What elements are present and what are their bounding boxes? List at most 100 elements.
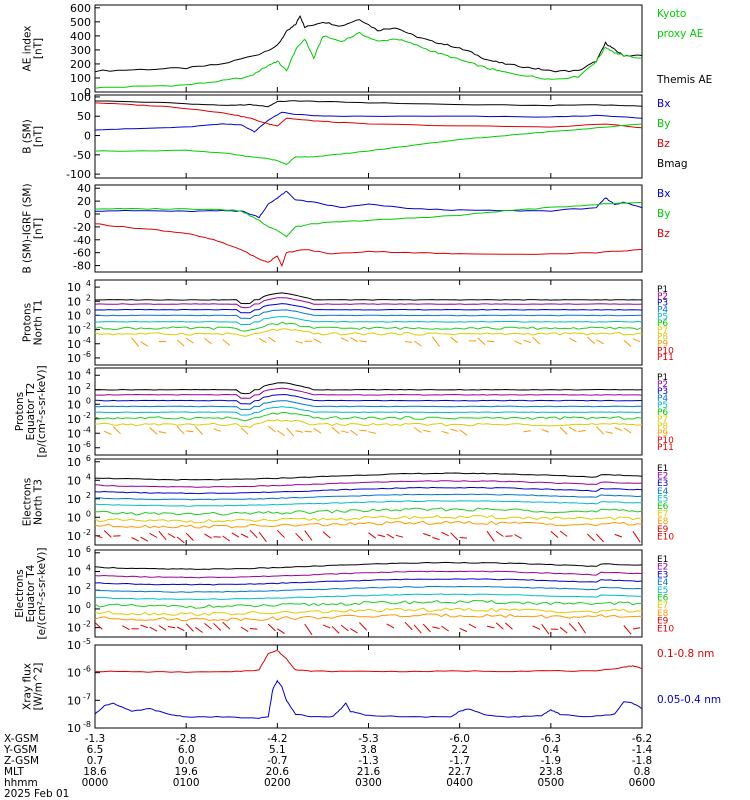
y-tick-label: 10 bbox=[67, 324, 81, 337]
panel-frame-6 bbox=[94, 549, 643, 638]
y-tick-label: 10 bbox=[67, 566, 81, 579]
y-tick-label: 10 bbox=[67, 530, 81, 543]
legend-entry: E3 bbox=[657, 479, 668, 489]
x-tick-label-y: 2.2 bbox=[451, 744, 468, 756]
y-tick-label: -100 bbox=[66, 168, 91, 181]
flux-line-p2 bbox=[94, 297, 643, 309]
y-tick-label: 0 bbox=[84, 86, 91, 99]
legend-entry: P6 bbox=[657, 408, 668, 418]
flux-line-e5 bbox=[94, 500, 643, 507]
legend-entry: E8 bbox=[657, 609, 669, 619]
legend-entry: P9 bbox=[657, 429, 668, 439]
flux-line-e6 bbox=[94, 599, 643, 609]
y-tick-label: 10 bbox=[67, 584, 81, 597]
x-tick-label-x: -2.8 bbox=[176, 733, 197, 745]
y-axis-title: [nT] bbox=[33, 126, 45, 147]
x-row-label: Y-GSM bbox=[3, 744, 37, 756]
x-row-label: MLT bbox=[4, 766, 24, 778]
y-tick-exponent: -6 bbox=[83, 440, 91, 449]
panel-frame-2 bbox=[94, 184, 643, 273]
x-tick-label-z: -0.7 bbox=[267, 755, 288, 767]
y-tick-label: 10 bbox=[67, 603, 81, 616]
y-tick-exponent: -6 bbox=[83, 665, 91, 674]
legend-entry: Themis AE bbox=[656, 74, 712, 86]
legend-entry: P10 bbox=[657, 346, 674, 356]
x-tick-label-z: -1.8 bbox=[632, 755, 653, 767]
y-tick-label: 10 bbox=[67, 281, 81, 294]
y-tick-exponent: -6 bbox=[83, 350, 91, 359]
x-tick-label-y: 0.4 bbox=[542, 744, 559, 756]
legend-entry: P8 bbox=[657, 333, 668, 343]
y-axis-title: Protons bbox=[22, 303, 34, 342]
flux-line-e3 bbox=[94, 486, 643, 495]
flux-line-p3 bbox=[94, 394, 643, 405]
y-axis-title: [nT] bbox=[33, 218, 45, 239]
y-axis-title: Protons bbox=[14, 392, 26, 431]
flux-line-p1 bbox=[94, 382, 643, 395]
legend-entry: Kyoto bbox=[657, 8, 686, 20]
x-tick-label-y: 6.0 bbox=[178, 744, 195, 756]
x-tick-label-hhmm: 0200 bbox=[264, 777, 291, 789]
y-tick-exponent: -8 bbox=[83, 720, 91, 729]
y-axis-title: B (SM) bbox=[22, 119, 34, 153]
y-tick-label: 10 bbox=[67, 384, 81, 397]
y-tick-label: 10 bbox=[67, 622, 81, 635]
y-axis-title: [nT] bbox=[33, 38, 45, 59]
flux-line-e8 bbox=[94, 613, 642, 622]
y-tick-exponent: -4 bbox=[83, 336, 91, 345]
x-tick-label-z: 0.0 bbox=[178, 755, 195, 767]
x-tick-label-z: -1.7 bbox=[449, 755, 470, 767]
y-axis-title: Equator T4 bbox=[25, 564, 37, 622]
legend-entry: P8 bbox=[657, 422, 668, 432]
y-tick-label: 10 bbox=[67, 667, 81, 680]
x-tick-label-x: -6.2 bbox=[632, 733, 653, 745]
legend-entry: P7 bbox=[657, 326, 668, 336]
x-tick-label-y: 5.1 bbox=[269, 744, 286, 756]
legend-entry: E3 bbox=[657, 570, 668, 580]
x-tick-label-x: -6.3 bbox=[541, 733, 562, 745]
series-line-by bbox=[94, 201, 643, 238]
legend-entry: E6 bbox=[657, 502, 669, 512]
panel-frame-4 bbox=[94, 367, 643, 456]
legend-entry: P4 bbox=[657, 394, 668, 404]
y-tick-label: 10 bbox=[67, 442, 81, 455]
y-tick-label: 400 bbox=[70, 30, 91, 43]
y-tick-label: 10 bbox=[67, 427, 81, 440]
flux-line-p7 bbox=[94, 419, 643, 428]
y-tick-exponent: -5 bbox=[83, 637, 91, 646]
legend-entry: P2 bbox=[657, 380, 668, 390]
series-line-bz bbox=[95, 223, 643, 268]
legend-entry: P5 bbox=[657, 401, 668, 411]
x-tick-label-z: 0.7 bbox=[87, 755, 104, 767]
y-tick-label: 500 bbox=[70, 16, 91, 29]
series-line-kyoto-proxy-ae bbox=[94, 31, 643, 89]
legend-entry: E2 bbox=[657, 563, 668, 573]
y-tick-exponent: -4 bbox=[83, 425, 91, 434]
legend-entry: P11 bbox=[657, 443, 674, 453]
x-tick-label-hhmm: 0100 bbox=[173, 777, 200, 789]
series-line-bx bbox=[94, 111, 643, 133]
y-tick-label: 0 bbox=[84, 208, 91, 221]
legend-entry: P3 bbox=[657, 387, 668, 397]
flux-line-e2 bbox=[94, 570, 643, 579]
legend-entry: 0.1-0.8 nm bbox=[657, 648, 714, 660]
y-tick-label: 0 bbox=[84, 130, 91, 143]
x-tick-label-mlt: 18.6 bbox=[83, 766, 107, 778]
date-label: 2025 Feb 01 bbox=[4, 788, 69, 800]
x-tick-label-x: -1.3 bbox=[85, 733, 106, 745]
legend-entry: E1 bbox=[657, 464, 668, 474]
legend-entry: E6 bbox=[657, 594, 669, 604]
legend-entry: E7 bbox=[657, 601, 668, 611]
y-tick-exponent: -2 bbox=[83, 620, 91, 629]
x-tick-label-x: -5.3 bbox=[358, 733, 379, 745]
y-tick-label: 100 bbox=[70, 72, 91, 85]
flux-noise-low-channels bbox=[94, 621, 641, 636]
legend-entry: E4 bbox=[657, 487, 669, 497]
y-tick-label: 50 bbox=[77, 110, 91, 123]
legend-entry: P2 bbox=[657, 292, 668, 302]
x-row-label: hhmm bbox=[4, 777, 38, 789]
legend-entry: E7 bbox=[657, 510, 668, 520]
x-tick-label-mlt: 22.7 bbox=[448, 766, 471, 778]
legend-entry: E10 bbox=[657, 624, 674, 634]
